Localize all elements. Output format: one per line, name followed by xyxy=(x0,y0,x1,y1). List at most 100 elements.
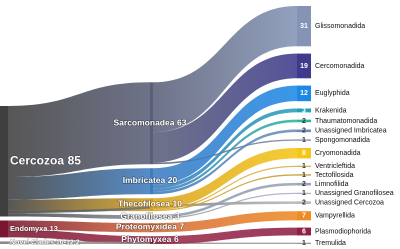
flow xyxy=(153,227,297,244)
node-name: Granofilosea xyxy=(120,211,172,221)
node xyxy=(297,6,311,47)
node-value: 2 xyxy=(302,199,306,206)
node-value: 2 xyxy=(302,118,306,125)
flow xyxy=(153,85,297,185)
node-value: 2 xyxy=(302,181,306,188)
node-value: 1 xyxy=(302,240,306,247)
node xyxy=(297,182,311,186)
node xyxy=(0,220,8,238)
node xyxy=(297,53,311,79)
node xyxy=(150,236,153,244)
node-value: 31 xyxy=(300,23,308,30)
flow xyxy=(153,139,297,165)
flow xyxy=(8,213,150,220)
node xyxy=(150,215,153,220)
node-value: 63 xyxy=(177,118,187,128)
node-label: Proteomyxidea 7 xyxy=(116,222,185,232)
node-label: Cercozoa 85 xyxy=(10,153,81,167)
node xyxy=(0,106,8,217)
flow xyxy=(8,220,150,233)
node xyxy=(297,85,311,102)
node-value: 1 xyxy=(302,163,306,170)
flow xyxy=(8,229,150,244)
node-name: Endomyxa xyxy=(10,224,48,233)
nodes xyxy=(0,6,311,244)
node-name: Novel Clades 10-12 xyxy=(10,240,74,247)
flow xyxy=(8,198,150,212)
flow xyxy=(8,168,150,200)
node-name: Cercozoa xyxy=(10,153,64,167)
node-name: Imbricatea xyxy=(123,175,166,185)
node xyxy=(297,165,311,167)
node-name: Tremulida xyxy=(315,240,346,247)
node xyxy=(150,198,153,212)
node-name: Euglyphida xyxy=(315,90,350,97)
node-value: 12 xyxy=(300,90,308,97)
node-value: 7 xyxy=(179,222,184,232)
node-value: 13 xyxy=(50,224,58,233)
flow xyxy=(153,53,297,163)
node xyxy=(297,211,311,221)
node-name: Glissomonadida xyxy=(315,23,365,30)
flow xyxy=(153,192,297,220)
node xyxy=(0,241,8,244)
node-name: Cercomonadida xyxy=(315,63,365,70)
node-name: Tectofilosida xyxy=(315,172,354,179)
flow xyxy=(153,129,297,195)
flow xyxy=(8,82,150,178)
node-label: Sarcomonadea 63 xyxy=(114,118,187,128)
node xyxy=(297,119,311,123)
node-value: 3 xyxy=(175,211,180,221)
node-name: Ventricleftida xyxy=(315,163,355,170)
node-label: Imbricatea 20 xyxy=(123,175,178,185)
flow xyxy=(153,182,297,218)
node-name: Phytomyxea xyxy=(121,234,171,244)
node xyxy=(297,129,311,133)
node-value: 6 xyxy=(174,234,179,244)
node-name: Cryomonadida xyxy=(315,150,361,157)
node-name: Vampyrellida xyxy=(315,213,355,220)
node-name: Unassigned Granofilosea xyxy=(315,190,394,197)
node-value: 1 xyxy=(302,190,306,197)
flow xyxy=(153,108,297,189)
node xyxy=(297,227,311,236)
node-name: Unassigned Cercozoa xyxy=(315,199,384,206)
node-value: 6 xyxy=(302,228,306,235)
node xyxy=(297,139,311,141)
node-label: Novel Clades 10-12 2 xyxy=(10,240,80,247)
node-name: Krakenida xyxy=(315,107,347,114)
node xyxy=(297,148,311,159)
flow xyxy=(153,165,297,210)
node-value: 8 xyxy=(302,150,306,157)
flow xyxy=(153,6,297,133)
node xyxy=(150,223,153,233)
node-value: 2 xyxy=(302,128,306,135)
links xyxy=(8,6,297,244)
node-label: Thecofilosea 10 xyxy=(118,199,182,209)
node-name: Thecofilosea xyxy=(118,199,170,209)
node-name: Spongomonadida xyxy=(315,137,370,144)
node-name: Proteomyxidea xyxy=(116,222,177,232)
node-value: 1 xyxy=(302,137,306,144)
node xyxy=(297,174,311,176)
node xyxy=(297,192,311,195)
node-value: 85 xyxy=(68,153,82,167)
node-value: 2 xyxy=(76,240,80,247)
flow xyxy=(153,174,297,212)
flow xyxy=(153,148,297,209)
node-name: Unassigned Imbricatea xyxy=(315,128,387,135)
node-value: 10 xyxy=(173,199,183,209)
node xyxy=(297,201,311,204)
flow xyxy=(153,211,297,233)
node xyxy=(297,108,311,113)
node xyxy=(297,242,311,244)
node-value: 1 xyxy=(302,172,306,179)
node xyxy=(150,82,153,165)
node-label: Endomyxa 13 xyxy=(10,224,58,233)
node xyxy=(150,168,153,195)
node-label: Phytomyxea 6 xyxy=(121,234,179,244)
node-label: Granofilosea 3 xyxy=(120,211,180,221)
node-name: Thaumatomonadida xyxy=(315,118,377,125)
